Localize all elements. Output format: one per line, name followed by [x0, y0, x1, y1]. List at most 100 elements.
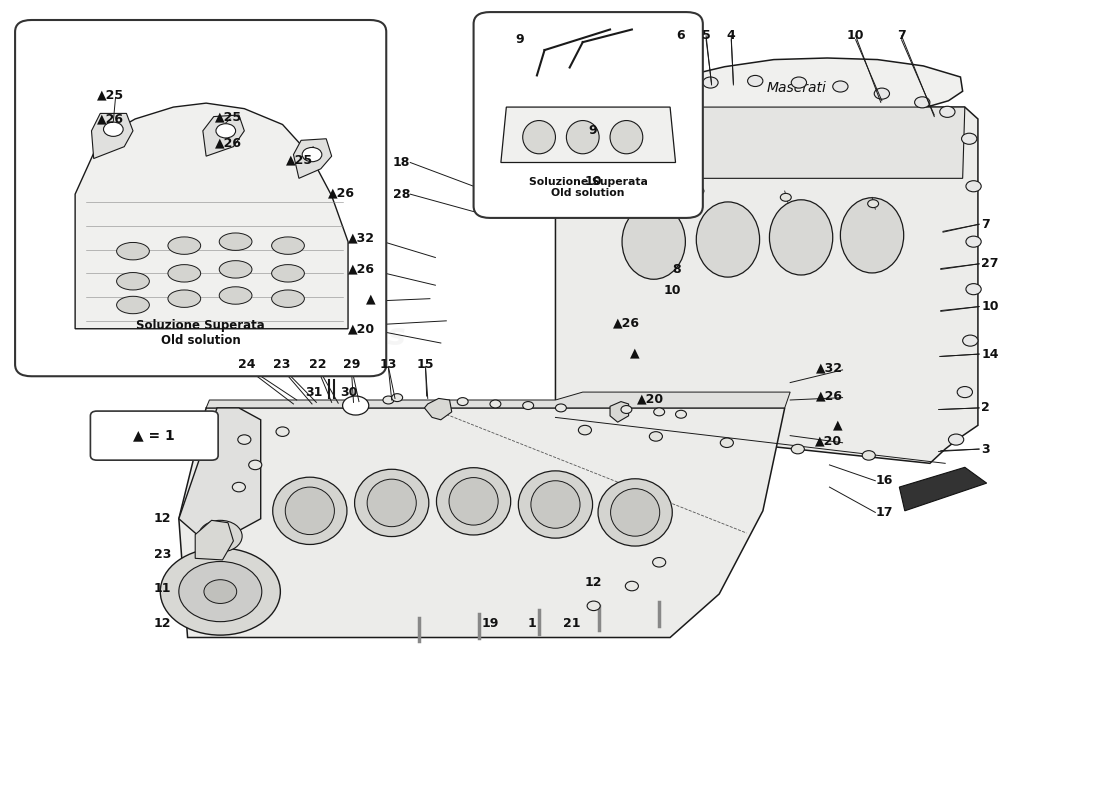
- Circle shape: [652, 558, 666, 567]
- Ellipse shape: [272, 237, 305, 254]
- Circle shape: [653, 408, 664, 416]
- Circle shape: [791, 444, 804, 454]
- Ellipse shape: [117, 296, 150, 314]
- Circle shape: [490, 400, 500, 408]
- Circle shape: [249, 460, 262, 470]
- Text: ▲20: ▲20: [637, 392, 664, 405]
- Ellipse shape: [168, 290, 200, 307]
- Circle shape: [780, 194, 791, 202]
- Text: ▲26: ▲26: [815, 390, 843, 402]
- Text: 23: 23: [273, 358, 290, 371]
- Text: ▲25: ▲25: [286, 154, 312, 166]
- Circle shape: [161, 548, 280, 635]
- Text: Maserati: Maserati: [767, 81, 827, 95]
- Polygon shape: [202, 115, 244, 156]
- Circle shape: [579, 426, 592, 435]
- Circle shape: [868, 200, 879, 208]
- Ellipse shape: [621, 204, 685, 279]
- Text: 13: 13: [379, 358, 397, 371]
- Circle shape: [198, 520, 242, 552]
- Circle shape: [238, 435, 251, 444]
- Circle shape: [862, 450, 876, 460]
- Polygon shape: [610, 402, 628, 422]
- Polygon shape: [195, 520, 233, 560]
- Ellipse shape: [168, 265, 200, 282]
- Ellipse shape: [168, 237, 200, 254]
- Circle shape: [649, 432, 662, 441]
- Polygon shape: [75, 103, 348, 329]
- Circle shape: [966, 284, 981, 294]
- Text: 1: 1: [527, 617, 536, 630]
- Polygon shape: [425, 398, 452, 420]
- Ellipse shape: [272, 265, 305, 282]
- Text: 6: 6: [676, 30, 685, 42]
- Ellipse shape: [273, 477, 346, 545]
- Text: 27: 27: [981, 258, 999, 270]
- Ellipse shape: [518, 471, 593, 538]
- Text: ▲26: ▲26: [349, 263, 375, 276]
- FancyBboxPatch shape: [15, 20, 386, 376]
- Ellipse shape: [219, 286, 252, 304]
- Text: Soluzione Superata
Old solution: Soluzione Superata Old solution: [136, 319, 265, 347]
- Circle shape: [914, 97, 929, 108]
- Text: 8: 8: [672, 263, 681, 276]
- Circle shape: [748, 75, 763, 86]
- Text: 12: 12: [154, 512, 172, 526]
- Text: 31: 31: [306, 386, 323, 398]
- Ellipse shape: [769, 200, 833, 275]
- Circle shape: [302, 147, 322, 162]
- Ellipse shape: [696, 202, 760, 277]
- Text: eurospares: eurospares: [213, 322, 406, 351]
- Polygon shape: [91, 114, 133, 158]
- Circle shape: [276, 427, 289, 437]
- Circle shape: [662, 81, 678, 92]
- Text: 10: 10: [981, 300, 999, 313]
- Text: 3: 3: [981, 442, 990, 455]
- Text: 9: 9: [588, 124, 597, 138]
- Circle shape: [961, 134, 977, 144]
- Circle shape: [833, 81, 848, 92]
- Text: ▲: ▲: [630, 346, 639, 359]
- Polygon shape: [566, 107, 965, 178]
- Text: ▲32: ▲32: [815, 362, 843, 375]
- Polygon shape: [179, 408, 261, 542]
- Text: ▲32: ▲32: [349, 231, 375, 244]
- Circle shape: [703, 77, 718, 88]
- Circle shape: [621, 406, 631, 414]
- Polygon shape: [900, 467, 987, 511]
- Text: 9: 9: [515, 34, 524, 46]
- Ellipse shape: [449, 478, 498, 525]
- Circle shape: [948, 434, 964, 445]
- Text: 28: 28: [393, 188, 410, 201]
- Ellipse shape: [117, 242, 150, 260]
- Text: ▲20: ▲20: [349, 322, 375, 335]
- Text: ▲26: ▲26: [613, 317, 639, 330]
- Circle shape: [383, 396, 394, 404]
- Ellipse shape: [117, 273, 150, 290]
- FancyBboxPatch shape: [474, 12, 703, 218]
- Ellipse shape: [531, 481, 580, 528]
- Text: ▲26: ▲26: [97, 113, 124, 126]
- Circle shape: [216, 124, 235, 138]
- Text: 17: 17: [876, 506, 893, 519]
- Ellipse shape: [522, 121, 556, 154]
- Ellipse shape: [219, 261, 252, 278]
- Text: 19: 19: [482, 617, 498, 630]
- Circle shape: [791, 77, 806, 88]
- Text: 15: 15: [417, 358, 434, 371]
- Ellipse shape: [840, 198, 904, 273]
- Circle shape: [556, 404, 566, 412]
- Circle shape: [939, 106, 955, 118]
- Text: ▲26: ▲26: [214, 136, 242, 150]
- Ellipse shape: [437, 468, 510, 535]
- Circle shape: [625, 582, 638, 590]
- Circle shape: [606, 181, 617, 189]
- Polygon shape: [179, 408, 784, 638]
- Ellipse shape: [219, 233, 252, 250]
- Circle shape: [957, 386, 972, 398]
- Text: 7: 7: [898, 30, 906, 42]
- Text: 30: 30: [340, 386, 358, 398]
- Circle shape: [204, 580, 236, 603]
- Text: ▲25: ▲25: [214, 110, 242, 123]
- Circle shape: [458, 398, 469, 406]
